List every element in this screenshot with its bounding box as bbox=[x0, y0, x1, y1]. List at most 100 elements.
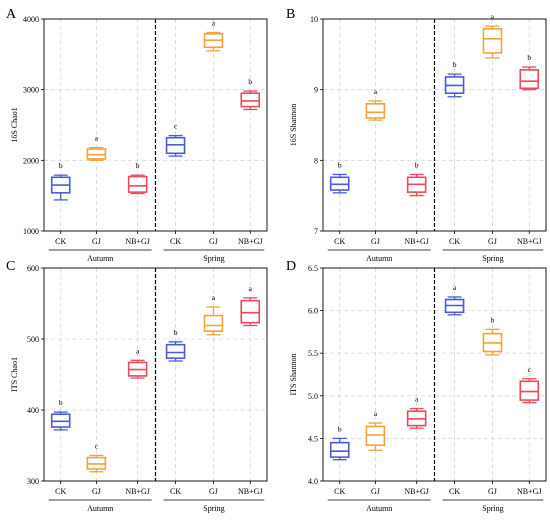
significance-letter: b bbox=[136, 161, 140, 170]
box-spring-gj: a bbox=[482, 12, 503, 59]
significance-letter: c bbox=[174, 122, 178, 131]
significance-letter: a bbox=[374, 87, 378, 96]
box-autumn-ck: b bbox=[329, 160, 350, 194]
x-category-label: CK bbox=[449, 237, 460, 246]
x-category-label: GJ bbox=[488, 487, 497, 496]
box-iqr bbox=[482, 28, 503, 54]
y-tick-label: 4.5 bbox=[308, 434, 318, 443]
y-tick-label: 6.5 bbox=[308, 264, 318, 273]
x-category-label: NB+GJ bbox=[517, 487, 542, 496]
x-category-label: GJ bbox=[92, 487, 101, 496]
significance-letter: b bbox=[491, 315, 495, 324]
group-label: Autumn bbox=[366, 504, 392, 513]
box-iqr bbox=[203, 314, 224, 332]
significance-letter: c bbox=[528, 365, 532, 374]
x-category-label: CK bbox=[449, 487, 460, 496]
x-category-label: GJ bbox=[371, 237, 380, 246]
significance-letter: b bbox=[59, 398, 63, 407]
y-axis-label: ITS Chao1 bbox=[10, 357, 19, 392]
significance-letter: b bbox=[338, 424, 342, 433]
x-category-label: CK bbox=[170, 487, 181, 496]
x-category-label: NB+GJ bbox=[238, 237, 263, 246]
box-spring-gj: a bbox=[203, 18, 224, 52]
x-category-label: NB+GJ bbox=[125, 487, 150, 496]
y-tick-label: 9 bbox=[314, 86, 318, 95]
box-spring-nbgj: c bbox=[519, 365, 540, 404]
significance-letter: b bbox=[248, 77, 252, 86]
box-spring-ck: b bbox=[444, 60, 465, 98]
y-tick-label: 8 bbox=[314, 156, 318, 165]
significance-letter: b bbox=[527, 53, 531, 62]
y-tick-label: 2000 bbox=[23, 156, 39, 165]
panel-c: C 300 400 500 600 ITS Chao1 b c a b a a CK GJ NB+GJ CK G… bbox=[6, 259, 268, 513]
group-label: Autumn bbox=[87, 254, 113, 263]
box-spring-nbgj: b bbox=[240, 77, 261, 111]
box-autumn-nbgj: b bbox=[127, 161, 148, 195]
box-iqr bbox=[365, 425, 386, 447]
x-category-label: NB+GJ bbox=[404, 487, 429, 496]
box-autumn-gj: a bbox=[86, 134, 107, 161]
significance-letter: a bbox=[95, 134, 99, 143]
x-category-label: CK bbox=[55, 237, 66, 246]
significance-letter: a bbox=[249, 284, 253, 293]
y-tick-label: 4.0 bbox=[308, 477, 318, 486]
box-iqr bbox=[519, 380, 540, 401]
y-tick-label: 300 bbox=[27, 477, 39, 486]
group-label: Spring bbox=[482, 504, 503, 513]
box-spring-ck: c bbox=[165, 122, 186, 157]
x-category-label: NB+GJ bbox=[517, 237, 542, 246]
panel-b: B 7 8 9 10 16S Shannon b a b b a b CK GJ NB+GJ CK GJ NB+G… bbox=[286, 7, 547, 263]
box-autumn-gj: a bbox=[365, 87, 386, 121]
box-iqr bbox=[165, 343, 186, 359]
significance-letter: b bbox=[415, 160, 419, 169]
y-axis-label: 16S Shannon bbox=[289, 104, 298, 146]
group-label: Spring bbox=[203, 504, 224, 513]
box-autumn-ck: b bbox=[329, 424, 350, 461]
x-category-label: GJ bbox=[209, 487, 218, 496]
box-spring-nbgj: b bbox=[519, 53, 540, 91]
significance-letter: a bbox=[136, 346, 140, 355]
panel-a: A 1000 2000 3000 4000 16S Chao1 b a b c a b CK GJ NB+G… bbox=[6, 7, 268, 263]
x-category-label: GJ bbox=[488, 237, 497, 246]
panel-letter: B bbox=[286, 7, 295, 22]
y-axis-label: 16S Chao1 bbox=[10, 107, 19, 142]
panel-letter: A bbox=[6, 7, 17, 22]
box-spring-gj: a bbox=[203, 293, 224, 336]
significance-letter: a bbox=[212, 18, 216, 27]
x-category-label: CK bbox=[334, 487, 345, 496]
box-autumn-gj: c bbox=[86, 441, 107, 473]
y-tick-label: 7 bbox=[314, 227, 318, 236]
significance-letter: a bbox=[491, 12, 495, 21]
group-label: Spring bbox=[203, 254, 224, 263]
significance-letter: a bbox=[453, 283, 457, 292]
box-autumn-ck: b bbox=[50, 161, 71, 201]
x-category-label: CK bbox=[334, 237, 345, 246]
box-spring-ck: a bbox=[444, 283, 465, 316]
y-axis-label: ITS Shannon bbox=[289, 354, 298, 396]
box-autumn-nbgj: a bbox=[406, 395, 427, 429]
x-category-label: NB+GJ bbox=[125, 237, 150, 246]
panel-letter: C bbox=[6, 259, 15, 274]
y-tick-label: 5.0 bbox=[308, 392, 318, 401]
significance-letter: b bbox=[174, 328, 178, 337]
group-label: Autumn bbox=[366, 254, 392, 263]
significance-letter: b bbox=[59, 161, 63, 170]
panel-d: D 4.0 4.5 5.0 5.5 6.0 6.5 ITS Shannon b a a a b c CK GJ… bbox=[286, 259, 547, 513]
y-tick-label: 4000 bbox=[23, 15, 39, 24]
box-spring-gj: b bbox=[482, 315, 503, 356]
box-spring-nbgj: a bbox=[240, 284, 261, 327]
group-label: Spring bbox=[482, 254, 503, 263]
panel-letter: D bbox=[286, 259, 296, 274]
box-iqr bbox=[240, 299, 261, 324]
box-autumn-ck: b bbox=[50, 398, 71, 431]
significance-letter: a bbox=[212, 293, 216, 302]
x-category-label: GJ bbox=[209, 237, 218, 246]
box-iqr bbox=[519, 69, 540, 90]
box-spring-ck: b bbox=[165, 328, 186, 362]
x-category-label: CK bbox=[170, 237, 181, 246]
y-tick-label: 600 bbox=[27, 264, 39, 273]
significance-letter: b bbox=[453, 60, 457, 69]
y-tick-label: 10 bbox=[310, 15, 318, 24]
